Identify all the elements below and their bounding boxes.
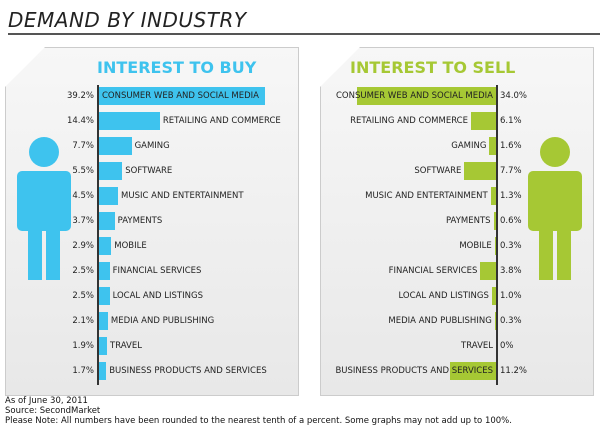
title-divider [8, 33, 600, 35]
buy-category-label: LOCAL AND LISTINGS [112, 291, 203, 301]
sell-category-label: BUSINESS PRODUCTS AND SERVICES [335, 366, 493, 376]
buy-bar [99, 212, 115, 230]
sell-value-label: 34.0% [500, 91, 528, 101]
sell-value-label: 11.2% [500, 366, 528, 376]
buy-category-label: FINANCIAL SERVICES [112, 266, 202, 276]
sell-value-label: 0.3% [500, 241, 522, 251]
buy-bar [99, 112, 160, 130]
buy-value-label: 39.2% [66, 91, 94, 101]
buy-value-label: 7.7% [72, 141, 94, 151]
buyer-person-icon [17, 137, 71, 280]
buy-category-label: MOBILE [114, 241, 147, 251]
sell-category-label: CONSUMER WEB AND SOCIAL MEDIA [336, 91, 493, 101]
buy-category-label: CONSUMER WEB AND SOCIAL MEDIA [102, 91, 259, 101]
sell-category-label: MEDIA AND PUBLISHING [388, 316, 492, 326]
buy-category-label: MEDIA AND PUBLISHING [110, 316, 215, 326]
buy-value-label: 4.5% [72, 191, 94, 201]
seller-person-icon [528, 137, 582, 280]
sell-category-label: MUSIC AND ENTERTAINMENT [365, 191, 488, 201]
buy-value-label: 14.4% [66, 116, 94, 126]
sell-value-label: 0% [500, 341, 514, 351]
sell-category-label: SOFTWARE [414, 166, 462, 176]
sell-category-label: RETAILING AND COMMERCE [350, 116, 468, 126]
buy-value-label: 3.7% [72, 216, 94, 226]
buy-category-label: PAYMENTS [117, 216, 163, 226]
buy-bar [99, 187, 119, 205]
sell-chart-title: INTEREST TO SELL [350, 58, 516, 77]
page-title: DEMAND BY INDUSTRY [8, 8, 247, 32]
sell-bar [490, 187, 496, 205]
sell-axis [496, 85, 498, 385]
buy-category-label: TRAVEL [110, 341, 142, 351]
buy-category-label: BUSINESS PRODUCTS AND SERVICES [109, 366, 267, 376]
sell-bar [494, 237, 496, 255]
sell-bar [450, 362, 496, 380]
sell-category-label: LOCAL AND LISTINGS [398, 291, 489, 301]
sell-value-label: 6.1% [500, 116, 522, 126]
buy-bar [99, 287, 110, 305]
sell-value-label: 1.0% [500, 291, 522, 301]
sell-category-label: PAYMENTS [445, 216, 491, 226]
buy-bar [99, 87, 265, 105]
footer-date: As of June 30, 2011 [5, 396, 88, 406]
buy-category-label: GAMING [134, 141, 170, 151]
buy-value-label: 1.9% [72, 341, 94, 351]
footer-source: Source: SecondMarket [5, 406, 101, 416]
buy-value-label: 5.5% [72, 166, 94, 176]
buy-value-label: 2.5% [72, 291, 94, 301]
footer-note: Please Note: All numbers have been round… [5, 416, 512, 426]
buy-bar [99, 337, 108, 355]
sell-value-label: 1.3% [500, 191, 522, 201]
buy-bar [99, 262, 110, 280]
buy-value-label: 2.1% [72, 316, 94, 326]
buy-category-label: MUSIC AND ENTERTAINMENT [121, 191, 244, 201]
sell-category-label: FINANCIAL SERVICES [388, 266, 478, 276]
sell-bar [494, 312, 496, 330]
buy-value-label: 2.5% [72, 266, 94, 276]
sell-bar [470, 112, 496, 130]
buy-bar [99, 162, 123, 180]
sell-category-label: GAMING [451, 141, 487, 151]
sell-category-label: TRAVEL [461, 341, 493, 351]
sell-value-label: 0.3% [500, 316, 522, 326]
sell-bar [480, 262, 496, 280]
sell-bar [489, 137, 496, 155]
buy-value-label: 1.7% [72, 366, 94, 376]
buy-bar [99, 137, 132, 155]
buy-value-label: 2.9% [72, 241, 94, 251]
buy-category-label: RETAILING AND COMMERCE [162, 116, 281, 126]
sell-value-label: 3.8% [500, 266, 522, 276]
sell-category-label: MOBILE [459, 241, 492, 251]
buy-bar [99, 362, 107, 380]
buy-bar [99, 237, 112, 255]
buy-chart-title: INTEREST TO BUY [97, 58, 257, 77]
sell-bar [491, 287, 496, 305]
sell-value-label: 1.6% [500, 141, 522, 151]
sell-value-label: 7.7% [500, 166, 522, 176]
sell-bar [356, 87, 496, 105]
buy-category-label: SOFTWARE [125, 166, 173, 176]
buy-bar [99, 312, 108, 330]
buy-axis [97, 85, 99, 385]
sell-bar [464, 162, 496, 180]
sell-value-label: 0.6% [500, 216, 522, 226]
sell-bar [493, 212, 496, 230]
